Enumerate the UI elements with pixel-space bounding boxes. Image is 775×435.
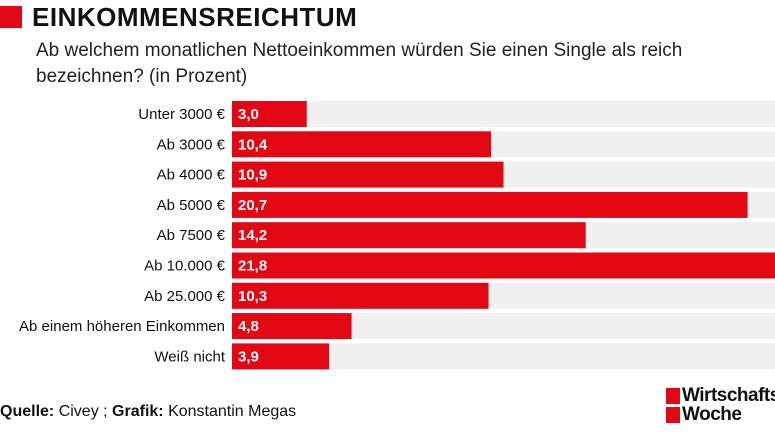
category-label: Ab einem höheren Einkommen [19,318,225,335]
value-label: 21,8 [238,257,267,274]
bar [232,313,352,340]
category-label: Unter 3000 € [138,106,225,123]
value-label: 20,7 [238,197,267,214]
logo-line: Woche [666,405,775,424]
value-label: 4,8 [238,318,259,335]
bar [232,131,492,158]
value-label: 3,0 [238,106,259,123]
bar [232,282,489,309]
category-label: Ab 4000 € [157,167,226,184]
logo-text: Woche [682,404,742,425]
logo: Wirtschafts Woche [666,386,775,424]
logo-text: Wirtschafts [682,385,775,406]
value-label: 10,3 [238,288,267,305]
bar [232,252,775,279]
source-label: Quelle: [0,403,55,420]
chart-title: EINKOMMENSREICHTUM [32,1,358,32]
category-label: Ab 10.000 € [144,257,226,274]
title-marker [0,6,22,28]
value-label: 3,9 [238,348,259,365]
category-label: Ab 3000 € [157,136,226,153]
bar [232,101,307,127]
credit-label: Grafik: [112,403,164,420]
bar [232,161,504,188]
footer: Quelle: Civey ; Grafik: Konstantin Megas [0,403,296,421]
source: Civey ; [58,403,108,420]
category-label: Ab 5000 € [157,197,226,214]
bar [232,222,586,249]
bar-track [232,101,775,127]
value-label: 10,9 [238,167,267,184]
bar [232,343,330,370]
credit: Konstantin Megas [168,403,297,420]
title-block: EINKOMMENSREICHTUM [0,2,357,32]
bar [232,191,748,218]
value-label: 10,4 [238,136,268,153]
category-label: Ab 25.000 € [144,288,226,305]
value-label: 14,2 [238,227,267,244]
chart-subtitle: Ab welchem monatlichen Nettoeinkommen wü… [36,40,683,87]
logo-line: Wirtschafts [666,386,775,405]
category-label: Ab 7500 € [157,227,226,244]
category-label: Weiß nicht [154,348,225,365]
